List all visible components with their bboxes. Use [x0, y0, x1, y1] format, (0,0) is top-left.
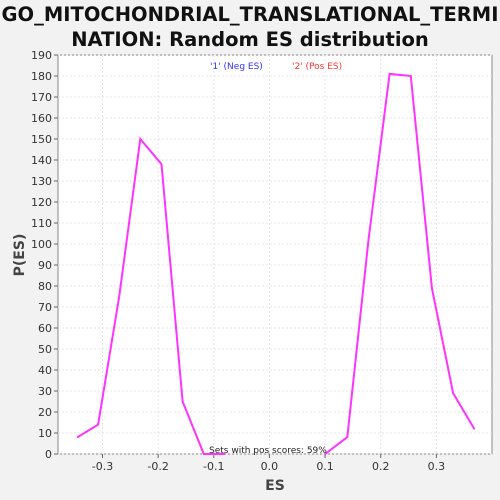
y-axis-ticks: 0 10 20 30 40 50 60 70 80 90 100 110 120 130 140 150 160…	[31, 49, 58, 461]
x-tick-label: 0.2	[372, 460, 390, 473]
series-lines	[76, 72, 476, 455]
y-tick-label: 100	[31, 238, 52, 251]
data-point	[346, 436, 349, 439]
data-point	[118, 295, 121, 298]
y-tick-label: 180	[31, 70, 52, 83]
y-tick-label: 50	[38, 343, 52, 356]
x-axis-label: ES	[265, 478, 285, 494]
y-tick-label: 130	[31, 175, 52, 188]
data-point	[224, 453, 226, 455]
plot-background	[57, 54, 493, 455]
y-tick-label: 90	[38, 259, 52, 272]
data-point	[324, 453, 326, 455]
data-point	[97, 423, 99, 426]
y-tick-label: 30	[38, 385, 52, 398]
data-point	[202, 453, 205, 455]
chart-title: GO_MITOCHONDRIAL_TRANSLATIONAL_TERMI NAT…	[0, 2, 500, 52]
series-line-1	[76, 136, 225, 455]
data-point	[367, 239, 370, 241]
x-tick-label: -0.3	[92, 460, 113, 473]
y-tick-label: 190	[31, 49, 52, 62]
y-tick-label: 80	[38, 280, 52, 293]
data-point	[139, 138, 142, 140]
chart-title-line-2: NATION: Random ES distribution	[71, 28, 429, 51]
x-tick-label: -0.2	[147, 460, 168, 473]
y-tick-label: 40	[38, 364, 52, 377]
x-tick-label: 0.1	[316, 460, 334, 473]
data-point	[452, 392, 454, 394]
series-line-2	[324, 72, 476, 455]
y-tick-label: 170	[31, 91, 52, 104]
y-tick-label: 140	[31, 154, 52, 167]
data-point	[473, 428, 475, 430]
y-axis-label: P(ES)	[12, 234, 28, 277]
x-axis-ticks: -0.3 -0.2 -0.1 0.0 0.1 0.2 0.3	[92, 454, 445, 473]
y-tick-label: 110	[31, 217, 52, 230]
data-point	[388, 73, 391, 75]
pos-scores-annotation: Sets with pos scores: 59%	[209, 446, 327, 456]
y-tick-label: 150	[31, 133, 52, 146]
chart-title-line-1: GO_MITOCHONDRIAL_TRANSLATIONAL_TERMI	[1, 3, 499, 26]
y-tick-label: 160	[31, 112, 52, 125]
data-point	[181, 400, 184, 403]
data-point	[160, 163, 163, 165]
legend-neg-es: '1' (Neg ES)	[210, 62, 263, 72]
y-tick-label: 70	[38, 301, 52, 314]
y-tick-label: 120	[31, 196, 52, 209]
y-tick-label: 0	[45, 448, 52, 461]
x-tick-label: -0.1	[203, 460, 224, 473]
legend-pos-es: '2' (Pos ES)	[292, 62, 342, 72]
data-point	[409, 75, 412, 77]
data-point	[431, 287, 433, 289]
grid	[58, 54, 492, 455]
data-point	[76, 436, 79, 439]
y-tick-label: 60	[38, 322, 52, 335]
x-tick-label: 0.0	[261, 460, 279, 473]
x-tick-label: 0.3	[428, 460, 446, 473]
y-tick-label: 20	[38, 406, 52, 419]
y-tick-label: 10	[38, 427, 52, 440]
